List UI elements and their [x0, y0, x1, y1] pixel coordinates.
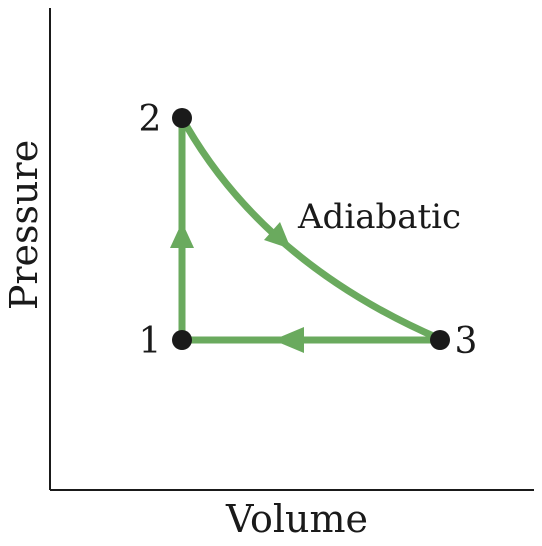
state-point-1	[172, 330, 192, 350]
state-label-3: 3	[455, 321, 478, 362]
arrow-left-3-to-1	[273, 327, 304, 353]
x-axis-label: Volume	[225, 497, 368, 541]
state-label-2: 2	[139, 99, 162, 140]
y-axis-label: Pressure	[2, 140, 46, 310]
state-point-2	[172, 108, 192, 128]
state-label-1: 1	[139, 321, 162, 362]
arrow-up-1-to-2	[170, 222, 194, 248]
adiabatic-label: Adiabatic	[297, 197, 461, 237]
state-point-3	[430, 330, 450, 350]
arrow-down-adiabatic	[264, 222, 291, 249]
